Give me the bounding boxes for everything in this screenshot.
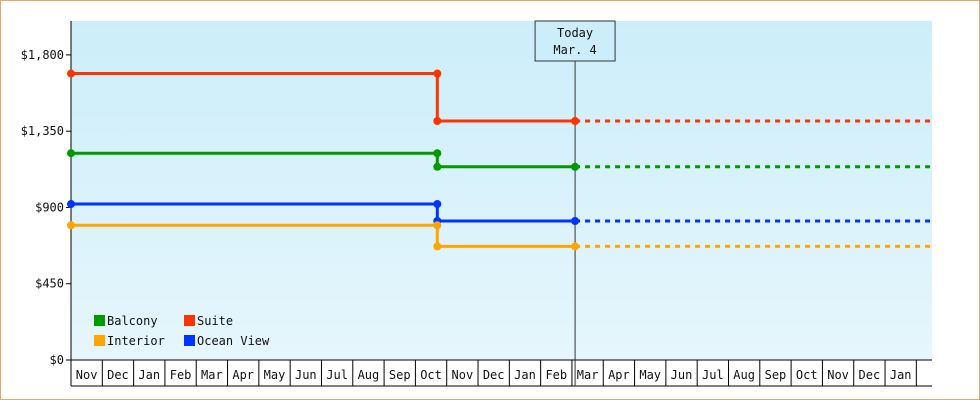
y-tick-label: $0 — [50, 353, 64, 367]
x-tick-label: May — [639, 368, 661, 382]
x-tick-label: Apr — [608, 368, 630, 382]
x-tick-label: Mar — [577, 368, 599, 382]
x-tick-label: Apr — [232, 368, 254, 382]
series-point-balcony — [67, 149, 75, 158]
series-point-interior — [67, 221, 75, 230]
today-label: Today — [557, 26, 593, 40]
series-line-interior — [71, 223, 576, 248]
x-tick-label: Mar — [201, 368, 223, 382]
x-tick-label: Oct — [420, 368, 442, 382]
legend-swatch-interior — [94, 335, 105, 346]
legend: Balcony Suite Interior Ocean View — [94, 314, 270, 348]
x-tick-label: Oct — [796, 368, 818, 382]
legend-swatch-balcony — [94, 315, 105, 326]
legend-label-suite: Suite — [197, 314, 233, 328]
today-box — [534, 20, 616, 62]
y-tick-label: $1,800 — [21, 48, 64, 62]
series-point-interior — [433, 221, 442, 230]
legend-label-interior: Interior — [107, 334, 165, 348]
x-tick-label: Sep — [389, 368, 411, 382]
x-tick-label: Dec — [107, 368, 129, 382]
x-tick-label: May — [264, 368, 286, 382]
today-date-label: Mar. 4 — [553, 43, 596, 57]
x-tick-label: Dec — [859, 368, 881, 382]
series-point-balcony — [433, 162, 442, 171]
x-tick-label: Jun — [671, 368, 693, 382]
legend-label-balcony: Balcony — [107, 314, 158, 328]
y-tick-label: $900 — [35, 200, 64, 214]
x-tick-label: Feb — [170, 368, 192, 382]
x-tick-label: Nov — [827, 368, 849, 382]
x-tick-label: Sep — [765, 368, 787, 382]
series-point-ocean-view — [571, 217, 580, 226]
series-point-suite — [433, 117, 442, 126]
x-tick-label: Nov — [452, 368, 474, 382]
x-tick-label: Jul — [326, 368, 348, 382]
series-point-interior — [433, 242, 442, 251]
series-point-balcony — [571, 162, 580, 171]
series-line-ocean-view — [71, 202, 576, 223]
x-tick-label: Jan — [138, 368, 160, 382]
series-point-interior — [571, 242, 580, 251]
series-point-balcony — [433, 149, 442, 158]
x-tick-label: Nov — [76, 368, 98, 382]
legend-label-ocean-view: Ocean View — [197, 334, 270, 348]
x-axis: Nov Dec Jan Feb Mar Apr May Jun Jul Aug Sep Oct Nov D… — [70, 359, 932, 387]
x-tick-label: Jan — [514, 368, 536, 382]
series-line-balcony — [71, 151, 576, 169]
x-tick-label: Jun — [295, 368, 317, 382]
series-point-ocean-view — [67, 200, 75, 209]
x-tick-label: Jul — [702, 368, 724, 382]
x-tick-label: Feb — [545, 368, 567, 382]
y-axis: $0 $450 $900 $1,350 $1,800 — [21, 21, 72, 386]
y-tick-label: $1,350 — [21, 124, 64, 138]
x-tick-label: Aug — [733, 368, 755, 382]
y-tick-label: $450 — [35, 277, 64, 291]
x-tick-label: Aug — [358, 368, 380, 382]
series-point-suite — [433, 69, 442, 78]
x-tick-label: Dec — [483, 368, 505, 382]
series-layer — [67, 69, 936, 251]
legend-swatch-ocean-view — [184, 335, 195, 346]
today-marker: Today Mar. 4 — [534, 20, 616, 386]
series-point-suite — [67, 69, 75, 78]
legend-swatch-suite — [184, 315, 195, 326]
series-line-suite — [71, 72, 576, 123]
x-tick-label: Jan — [890, 368, 912, 382]
series-point-suite — [571, 117, 580, 126]
plot-background — [71, 21, 932, 360]
series-point-ocean-view — [433, 200, 442, 209]
